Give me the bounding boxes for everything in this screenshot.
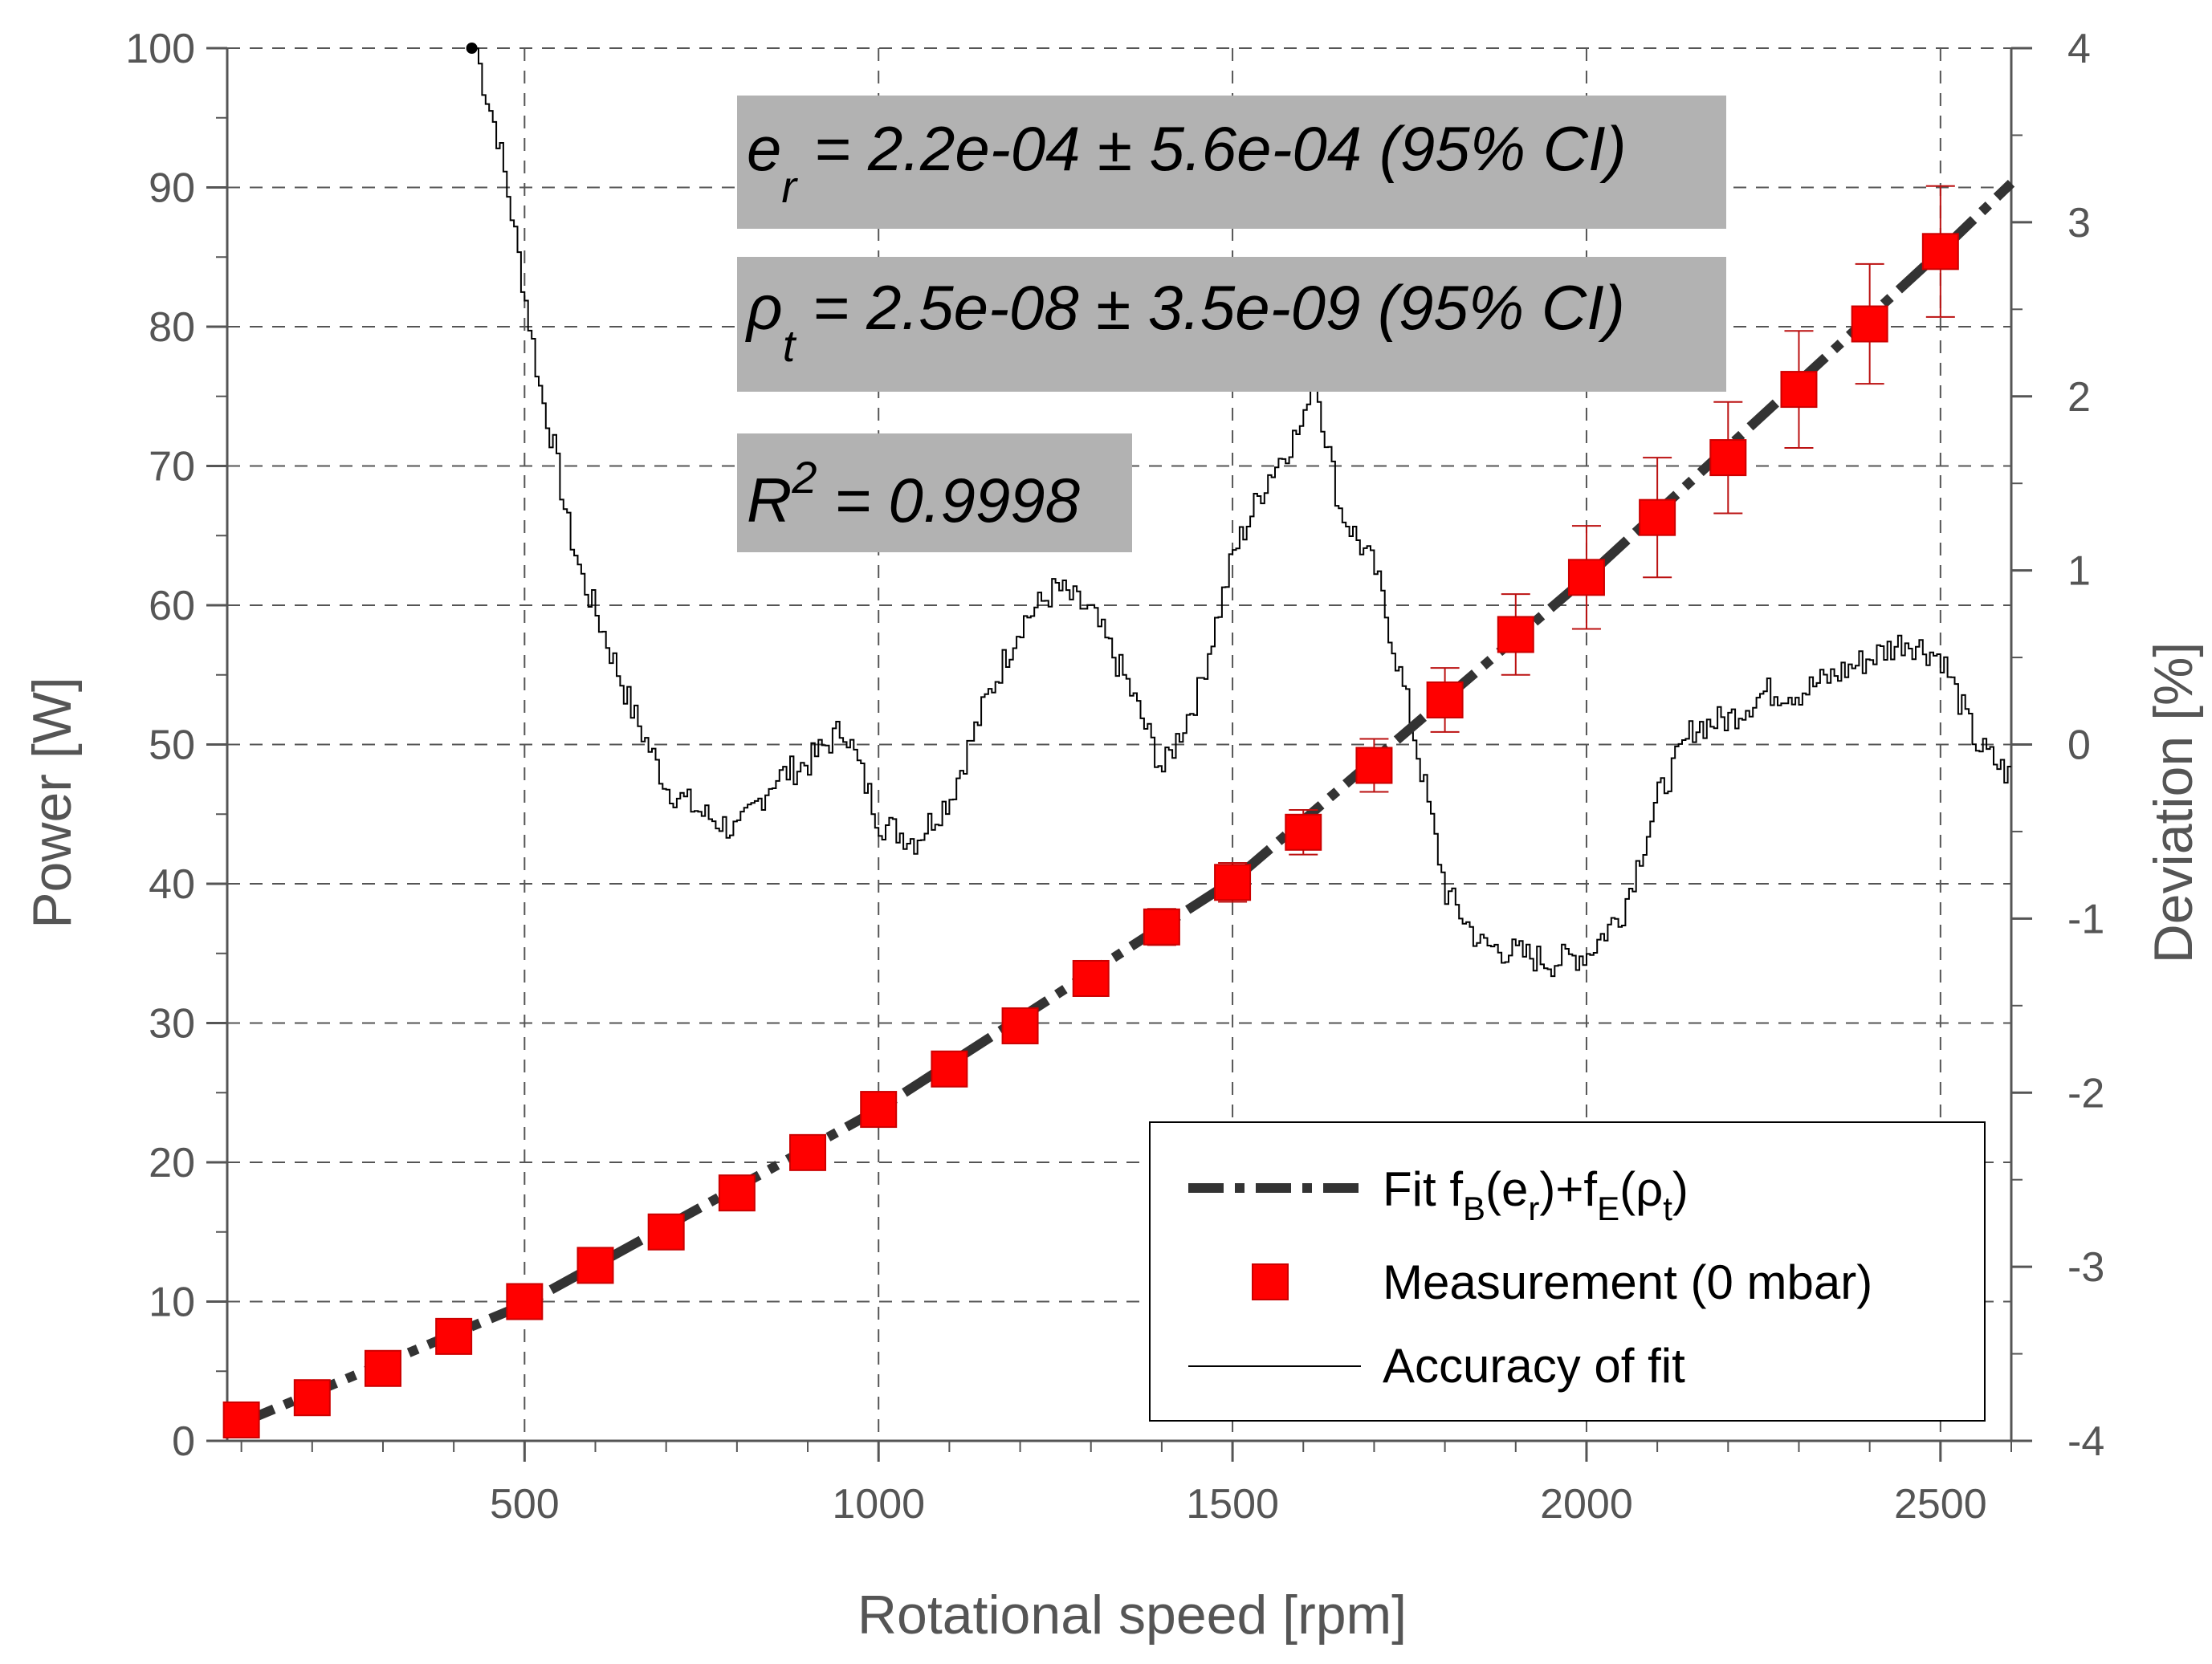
measurement-point	[1214, 864, 1252, 901]
y2-tick-label: 2	[2067, 374, 2091, 421]
annotation-r2: R2 = 0.9998	[737, 433, 1132, 552]
y-tick-label: 10	[149, 1280, 195, 1326]
accuracy-start-point	[466, 43, 478, 54]
y2-tick-label: 0	[2067, 722, 2091, 769]
measurement-point	[1143, 908, 1180, 946]
accuracy-line	[475, 47, 2011, 978]
y-axis-title: Power [W]	[22, 677, 83, 929]
measurement-point	[1921, 233, 1959, 271]
annotation-er: er = 2.2e-04 ± 5.6e-04 (95% CI)	[737, 96, 1726, 229]
legend-measurement-label: Measurement (0 mbar)	[1383, 1255, 1872, 1309]
measurement-point	[364, 1349, 401, 1387]
measurement-point	[1709, 439, 1747, 477]
y-tick-label: 0	[172, 1418, 195, 1465]
annotation-er-box	[737, 96, 1726, 229]
y-tick-label: 30	[149, 1001, 195, 1048]
annotation-r2-box	[737, 433, 1132, 552]
measurement-point	[1851, 305, 1888, 343]
x-tick-label: 2500	[1894, 1481, 1987, 1528]
measurement-series	[222, 185, 1959, 1438]
y-tick-label: 50	[149, 722, 195, 769]
measurement-point	[1426, 681, 1464, 718]
annotation-rho-box	[737, 257, 1726, 392]
legend: Fit fB(er)+fE(ρt) Measurement (0 mbar) A…	[1149, 1121, 1986, 1422]
measurement-point	[1285, 813, 1322, 851]
measurement-point	[860, 1091, 898, 1129]
measurement-point	[1072, 959, 1110, 997]
annotation-rho: ρt = 2.5e-08 ± 3.5e-09 (95% CI)	[737, 257, 1726, 392]
measurement-point	[1567, 559, 1605, 596]
legend-box	[1149, 1121, 1986, 1422]
annotation-rho-text: ρt = 2.5e-08 ± 3.5e-09 (95% CI)	[745, 272, 1625, 371]
legend-fit-label: Fit fB(er)+fE(ρt)	[1383, 1162, 1689, 1227]
y2-tick-label: -1	[2067, 896, 2104, 942]
legend-accuracy-label: Accuracy of fit	[1383, 1339, 1685, 1393]
measurement-point	[1355, 747, 1393, 784]
x-tick-label: 500	[490, 1481, 560, 1528]
x-axis-title: Rotational speed [rpm]	[858, 1585, 1407, 1646]
y2-tick-label: -3	[2067, 1244, 2104, 1291]
measurement-point	[789, 1133, 827, 1171]
measurement-point	[1001, 1007, 1039, 1044]
annotation-er-text: er = 2.2e-04 ± 5.6e-04 (95% CI)	[747, 113, 1627, 212]
y-tick-label: 100	[125, 26, 195, 72]
y-tick-label: 70	[149, 444, 195, 490]
measurement-point	[1639, 498, 1676, 536]
y2-tick-label: -4	[2067, 1418, 2104, 1465]
x-tick-label: 2000	[1540, 1481, 1633, 1528]
y2-tick-label: 3	[2067, 200, 2091, 246]
y2-tick-label: 1	[2067, 548, 2091, 595]
measurement-point	[931, 1050, 968, 1088]
y-tick-label: 80	[149, 304, 195, 351]
tick-marks	[206, 47, 2032, 1462]
accuracy-series	[466, 43, 2011, 978]
measurement-point	[718, 1174, 756, 1212]
measurement-point	[576, 1247, 614, 1284]
measurement-point	[435, 1317, 473, 1355]
measurement-point	[647, 1213, 685, 1251]
tick-labels: 0 10 20 30 40 50 60 70 80 90 100 -4 -3 -2 -1 0 1 2 3 4 500 10…	[125, 26, 2104, 1528]
y2-tick-label: 4	[2067, 26, 2091, 72]
y-tick-label: 20	[149, 1140, 195, 1186]
annotation-r2-text: R2 = 0.9998	[747, 452, 1080, 535]
measurement-point	[222, 1401, 260, 1438]
legend-measurement-marker	[1252, 1263, 1289, 1300]
measurement-point	[1497, 616, 1534, 653]
measurement-point	[506, 1283, 544, 1320]
y2-axis-title: Deviation [%]	[2143, 642, 2204, 964]
y-tick-label: 90	[149, 165, 195, 212]
y-tick-label: 40	[149, 861, 195, 908]
x-tick-label: 1500	[1186, 1481, 1279, 1528]
measurement-point	[1780, 371, 1818, 409]
measurement-point	[293, 1379, 331, 1417]
y2-tick-label: -2	[2067, 1070, 2104, 1117]
y-tick-label: 60	[149, 583, 195, 629]
x-tick-label: 1000	[832, 1481, 925, 1528]
